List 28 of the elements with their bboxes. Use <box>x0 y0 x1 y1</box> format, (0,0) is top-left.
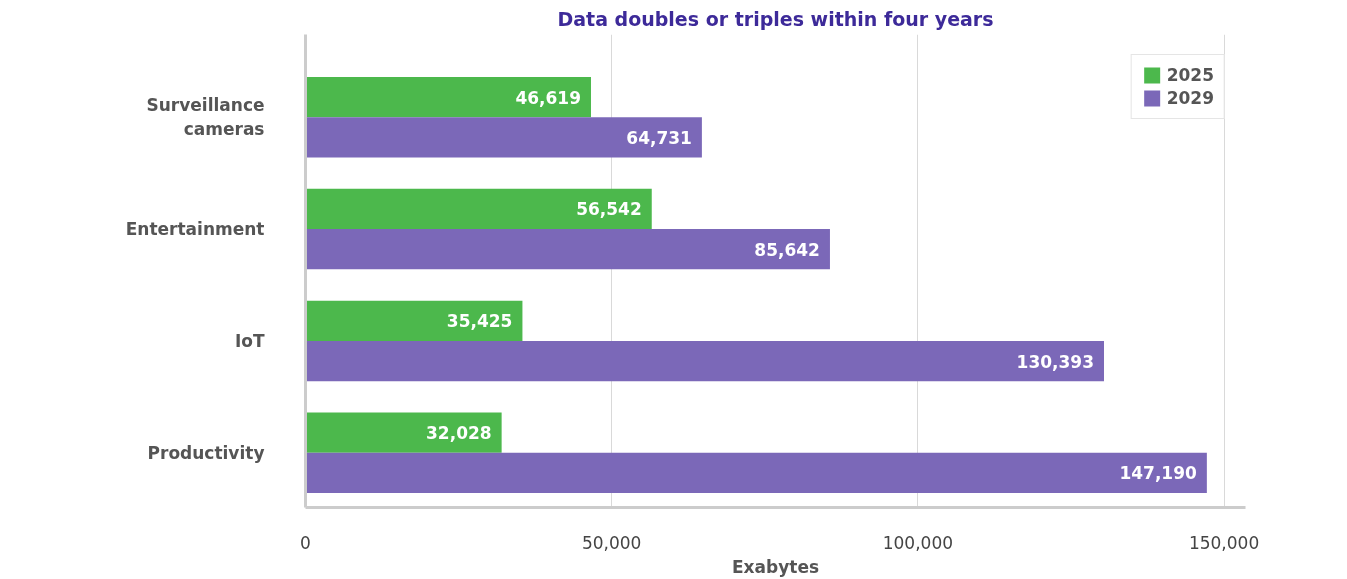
bar <box>305 229 830 270</box>
legend-label: 2029 <box>1166 88 1214 108</box>
y-tick-label: Productivity <box>147 442 265 463</box>
x-tick-label: 150,000 <box>1188 532 1260 553</box>
x-tick-label: 100,000 <box>882 532 954 553</box>
bar <box>305 76 591 118</box>
x-tick-label: 50,000 <box>581 532 642 553</box>
bar <box>305 340 1104 382</box>
bar <box>305 188 652 230</box>
data-label: 85,642 <box>754 239 820 260</box>
data-label: 32,028 <box>426 423 492 444</box>
data-label: 64,731 <box>626 127 692 148</box>
y-tick-label: Entertainment <box>125 219 265 240</box>
data-label: 46,619 <box>515 87 581 108</box>
x-axis-title: Exabytes <box>731 556 820 577</box>
data-label: 56,542 <box>576 199 642 220</box>
bar <box>305 117 702 158</box>
bar <box>305 300 523 341</box>
y-tick-label: Surveillance cameras <box>146 95 265 140</box>
bar <box>305 452 1207 493</box>
bar <box>305 412 502 453</box>
y-tick-label: IoT <box>234 330 265 351</box>
chart-title: Data doubles or triples within four years <box>557 7 994 30</box>
data-label: 130,393 <box>1016 351 1095 372</box>
data-label: 147,190 <box>1119 463 1198 484</box>
x-tick-label: 0 <box>300 532 311 553</box>
legend-label: 2025 <box>1166 65 1214 85</box>
data-label: 35,425 <box>446 311 513 332</box>
